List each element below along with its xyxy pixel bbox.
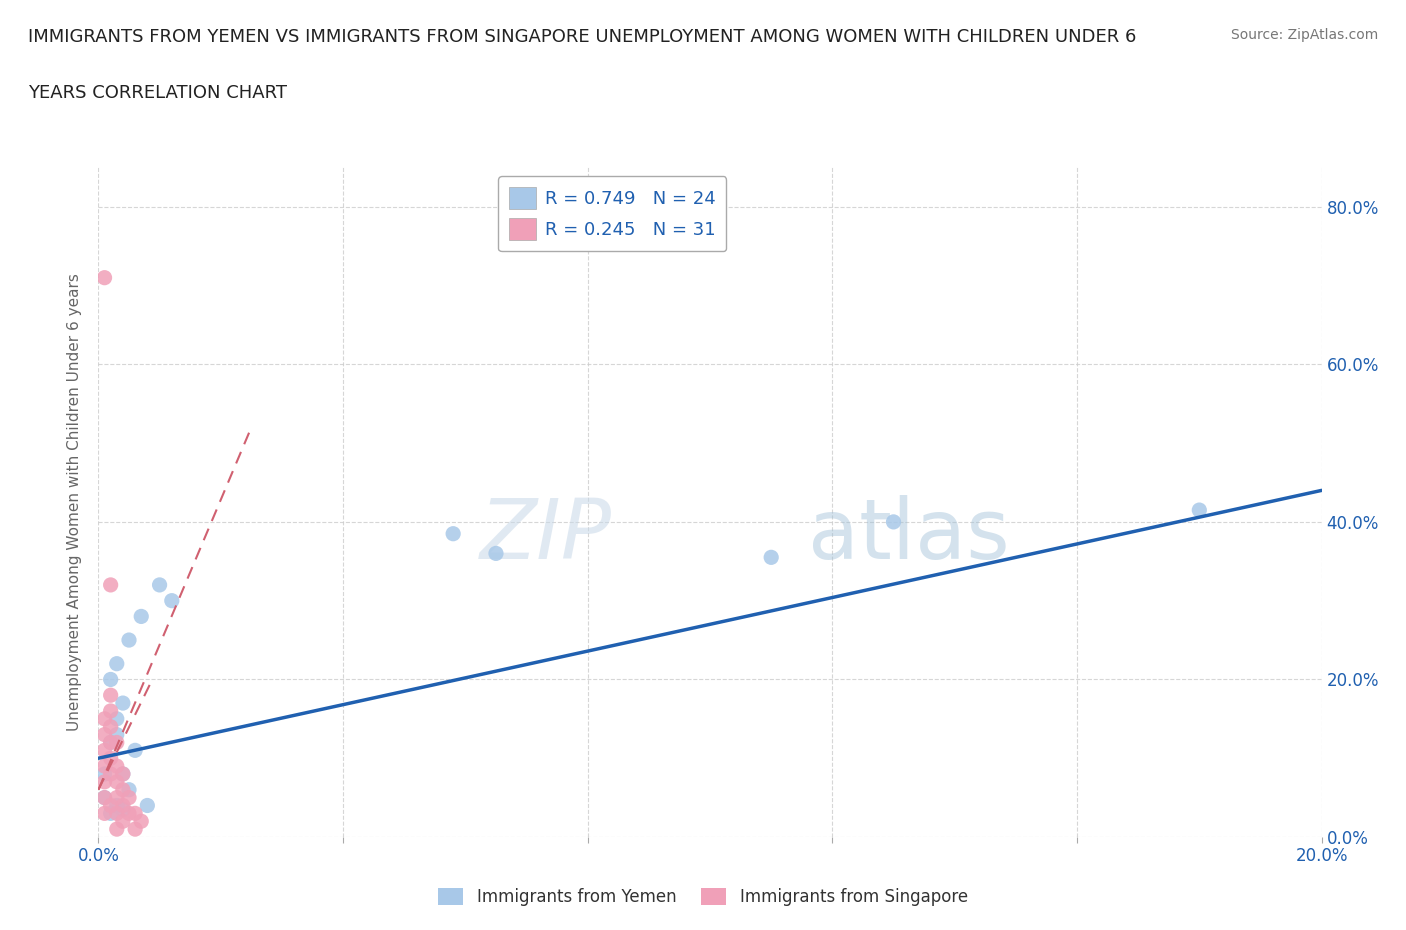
Text: Source: ZipAtlas.com: Source: ZipAtlas.com <box>1230 28 1378 42</box>
Point <box>111 766 134 781</box>
Point <box>441 526 464 541</box>
Text: YEARS CORRELATION CHART: YEARS CORRELATION CHART <box>28 84 287 101</box>
Point <box>118 790 141 805</box>
Point <box>105 806 128 821</box>
Point <box>100 672 122 687</box>
Point <box>93 743 115 758</box>
Point <box>118 782 141 797</box>
Point <box>118 632 141 647</box>
Point <box>93 790 115 805</box>
Point <box>105 775 128 790</box>
Point <box>93 727 115 742</box>
Point <box>111 798 134 813</box>
Point <box>105 735 128 750</box>
Point <box>100 806 122 821</box>
Text: atlas: atlas <box>808 495 1010 577</box>
Point <box>100 798 122 813</box>
Point <box>129 814 152 829</box>
Point <box>759 550 782 565</box>
Point <box>124 743 146 758</box>
Point <box>105 711 128 726</box>
Point <box>105 727 128 742</box>
Point <box>93 271 115 286</box>
Point <box>100 703 122 718</box>
Point <box>93 766 115 781</box>
Point <box>111 766 134 781</box>
Point <box>100 719 122 734</box>
Point <box>100 735 122 750</box>
Point <box>100 766 122 781</box>
Point <box>105 759 128 774</box>
Point <box>100 578 122 592</box>
Point <box>111 782 134 797</box>
Point <box>93 775 115 790</box>
Point <box>111 696 134 711</box>
Point <box>93 806 115 821</box>
Y-axis label: Unemployment Among Women with Children Under 6 years: Unemployment Among Women with Children U… <box>67 273 83 731</box>
Point <box>105 657 128 671</box>
Point <box>485 546 508 561</box>
Legend: R = 0.749   N = 24, R = 0.245   N = 31: R = 0.749 N = 24, R = 0.245 N = 31 <box>498 177 727 251</box>
Point <box>149 578 172 592</box>
Point <box>160 593 183 608</box>
Point <box>93 711 115 726</box>
Point <box>100 688 122 703</box>
Point <box>105 790 128 805</box>
Point <box>105 798 128 813</box>
Point <box>93 790 115 805</box>
Point <box>129 609 152 624</box>
Point <box>105 822 128 837</box>
Point <box>124 806 146 821</box>
Point <box>93 759 115 774</box>
Point <box>136 798 159 813</box>
Point <box>111 814 134 829</box>
Text: ZIP: ZIP <box>481 495 612 577</box>
Point <box>100 735 122 750</box>
Point <box>118 806 141 821</box>
Point <box>100 751 122 765</box>
Point <box>111 802 134 817</box>
Legend: Immigrants from Yemen, Immigrants from Singapore: Immigrants from Yemen, Immigrants from S… <box>432 881 974 912</box>
Point <box>124 822 146 837</box>
Point <box>1188 502 1211 517</box>
Text: IMMIGRANTS FROM YEMEN VS IMMIGRANTS FROM SINGAPORE UNEMPLOYMENT AMONG WOMEN WITH: IMMIGRANTS FROM YEMEN VS IMMIGRANTS FROM… <box>28 28 1136 46</box>
Point <box>883 514 905 529</box>
